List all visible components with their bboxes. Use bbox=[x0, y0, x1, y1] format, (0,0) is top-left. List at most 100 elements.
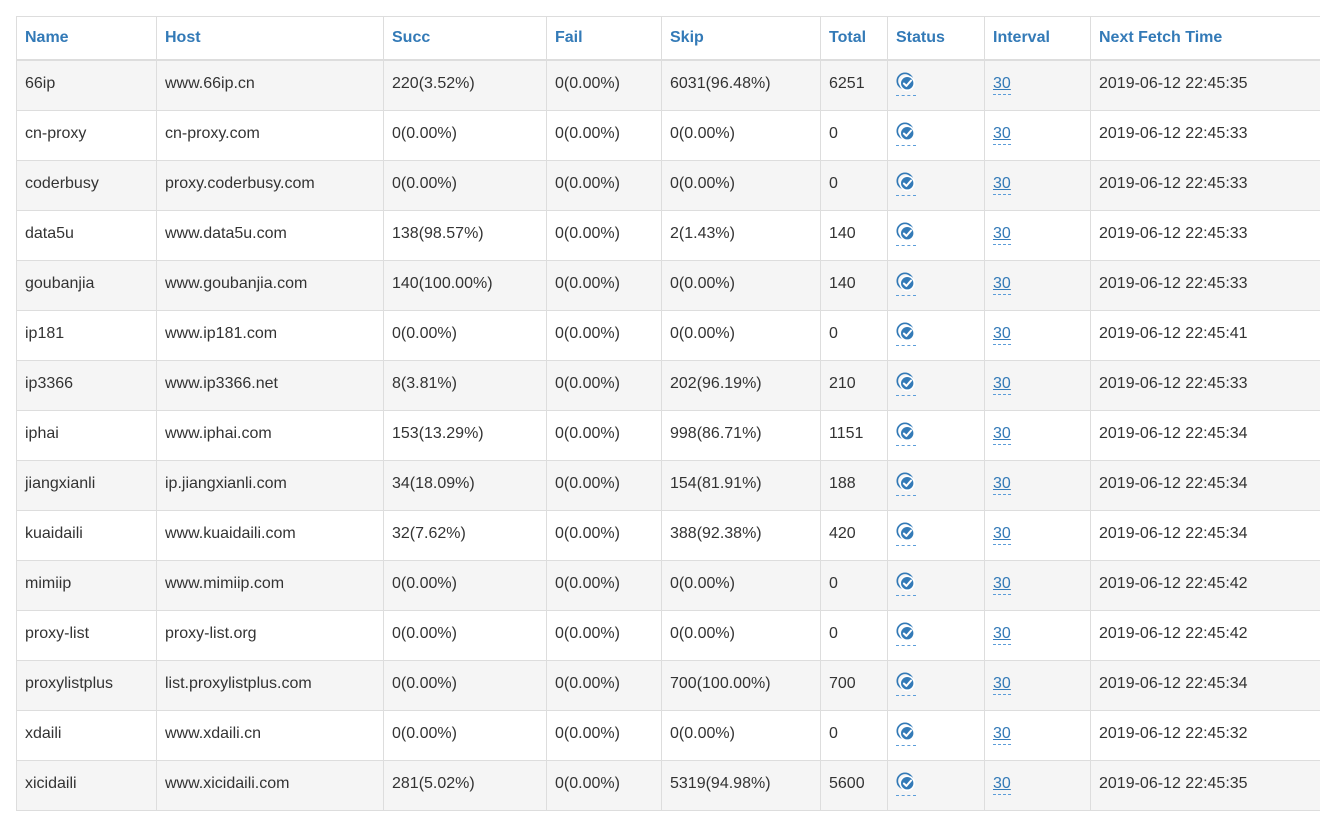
cell-host: proxy.coderbusy.com bbox=[157, 161, 384, 211]
status-toggle[interactable] bbox=[896, 722, 916, 746]
status-toggle[interactable] bbox=[896, 222, 916, 246]
cell-host: www.66ip.cn bbox=[157, 60, 384, 111]
status-toggle[interactable] bbox=[896, 772, 916, 796]
column-header-interval: Interval bbox=[985, 17, 1091, 61]
cell-skip: 998(86.71%) bbox=[662, 411, 821, 461]
cell-total: 6251 bbox=[821, 60, 888, 111]
cell-total: 0 bbox=[821, 611, 888, 661]
cell-name: data5u bbox=[17, 211, 157, 261]
cell-skip: 0(0.00%) bbox=[662, 711, 821, 761]
cell-fail: 0(0.00%) bbox=[547, 161, 662, 211]
interval-editable[interactable]: 30 bbox=[993, 575, 1011, 595]
cell-name: 66ip bbox=[17, 60, 157, 111]
cell-host: www.xicidaili.com bbox=[157, 761, 384, 811]
cell-fail: 0(0.00%) bbox=[547, 561, 662, 611]
status-toggle[interactable] bbox=[896, 72, 916, 96]
cell-name: goubanjia bbox=[17, 261, 157, 311]
interval-editable[interactable]: 30 bbox=[993, 175, 1011, 195]
cell-next_fetch_time: 2019-06-12 22:45:32 bbox=[1091, 711, 1320, 761]
cell-status bbox=[888, 111, 985, 161]
check-circle-icon bbox=[896, 322, 916, 342]
column-header-total: Total bbox=[821, 17, 888, 61]
status-toggle[interactable] bbox=[896, 672, 916, 696]
cell-fail: 0(0.00%) bbox=[547, 661, 662, 711]
check-circle-icon bbox=[896, 772, 916, 792]
cell-fail: 0(0.00%) bbox=[547, 511, 662, 561]
interval-editable[interactable]: 30 bbox=[993, 325, 1011, 345]
column-header-name: Name bbox=[17, 17, 157, 61]
cell-name: mimiip bbox=[17, 561, 157, 611]
cell-status bbox=[888, 361, 985, 411]
cell-name: ip181 bbox=[17, 311, 157, 361]
interval-editable[interactable]: 30 bbox=[993, 125, 1011, 145]
cell-succ: 8(3.81%) bbox=[384, 361, 547, 411]
interval-editable[interactable]: 30 bbox=[993, 275, 1011, 295]
interval-editable[interactable]: 30 bbox=[993, 775, 1011, 795]
cell-skip: 0(0.00%) bbox=[662, 561, 821, 611]
cell-host: www.data5u.com bbox=[157, 211, 384, 261]
interval-editable[interactable]: 30 bbox=[993, 225, 1011, 245]
cell-interval: 30 bbox=[985, 211, 1091, 261]
check-circle-icon bbox=[896, 72, 916, 92]
cell-host: www.mimiip.com bbox=[157, 561, 384, 611]
cell-total: 0 bbox=[821, 711, 888, 761]
cell-host: www.kuaidaili.com bbox=[157, 511, 384, 561]
status-toggle[interactable] bbox=[896, 622, 916, 646]
cell-fail: 0(0.00%) bbox=[547, 461, 662, 511]
cell-interval: 30 bbox=[985, 161, 1091, 211]
interval-editable[interactable]: 30 bbox=[993, 425, 1011, 445]
status-toggle[interactable] bbox=[896, 572, 916, 596]
cell-status bbox=[888, 411, 985, 461]
cell-status bbox=[888, 511, 985, 561]
status-toggle[interactable] bbox=[896, 322, 916, 346]
status-toggle[interactable] bbox=[896, 172, 916, 196]
interval-editable[interactable]: 30 bbox=[993, 475, 1011, 495]
status-toggle[interactable] bbox=[896, 372, 916, 396]
cell-fail: 0(0.00%) bbox=[547, 611, 662, 661]
interval-editable[interactable]: 30 bbox=[993, 675, 1011, 695]
check-circle-icon bbox=[896, 172, 916, 192]
cell-skip: 2(1.43%) bbox=[662, 211, 821, 261]
cell-status bbox=[888, 261, 985, 311]
cell-interval: 30 bbox=[985, 311, 1091, 361]
interval-editable[interactable]: 30 bbox=[993, 525, 1011, 545]
cell-total: 188 bbox=[821, 461, 888, 511]
status-toggle[interactable] bbox=[896, 472, 916, 496]
cell-status bbox=[888, 311, 985, 361]
cell-succ: 0(0.00%) bbox=[384, 311, 547, 361]
cell-succ: 0(0.00%) bbox=[384, 561, 547, 611]
interval-editable[interactable]: 30 bbox=[993, 75, 1011, 95]
cell-next_fetch_time: 2019-06-12 22:45:33 bbox=[1091, 161, 1320, 211]
interval-editable[interactable]: 30 bbox=[993, 375, 1011, 395]
cell-name: kuaidaili bbox=[17, 511, 157, 561]
cell-status bbox=[888, 211, 985, 261]
cell-name: coderbusy bbox=[17, 161, 157, 211]
cell-total: 0 bbox=[821, 561, 888, 611]
cell-name: iphai bbox=[17, 411, 157, 461]
cell-interval: 30 bbox=[985, 661, 1091, 711]
cell-status bbox=[888, 461, 985, 511]
interval-editable[interactable]: 30 bbox=[993, 625, 1011, 645]
cell-status bbox=[888, 161, 985, 211]
cell-succ: 140(100.00%) bbox=[384, 261, 547, 311]
status-toggle[interactable] bbox=[896, 422, 916, 446]
check-circle-icon bbox=[896, 522, 916, 542]
cell-interval: 30 bbox=[985, 561, 1091, 611]
cell-succ: 281(5.02%) bbox=[384, 761, 547, 811]
interval-editable[interactable]: 30 bbox=[993, 725, 1011, 745]
status-toggle[interactable] bbox=[896, 522, 916, 546]
column-header-skip: Skip bbox=[662, 17, 821, 61]
status-toggle[interactable] bbox=[896, 122, 916, 146]
column-header-next_fetch_time: Next Fetch Time bbox=[1091, 17, 1320, 61]
cell-status bbox=[888, 611, 985, 661]
cell-skip: 202(96.19%) bbox=[662, 361, 821, 411]
status-toggle[interactable] bbox=[896, 272, 916, 296]
cell-name: proxy-list bbox=[17, 611, 157, 661]
